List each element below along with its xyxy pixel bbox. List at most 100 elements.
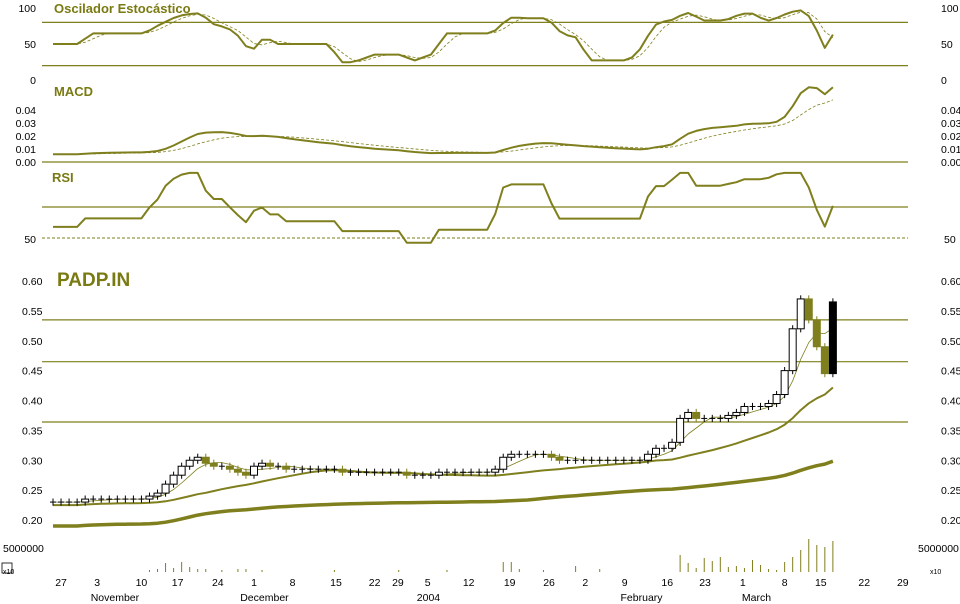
stochastic-tick-left: 100 [18,3,36,15]
stochastic-title: Oscilador Estocástico [54,1,191,16]
macd-tick-left: 0.04 [16,105,37,117]
candle-body [692,411,701,419]
date-tick-label: 23 [699,577,711,589]
rsi-panel: RSI 50 50 [24,170,956,246]
macd-tick-left: 0.02 [16,131,37,143]
macd-tick-right: 0.01 [941,144,960,156]
rsi-tick-right: 50 [944,234,956,246]
date-tick-label: 22 [369,577,381,589]
macd-tick-right: 0.03 [941,118,960,130]
date-tick-label: 16 [661,577,673,589]
candle-body [643,453,652,461]
price-tick-right: 0.35 [941,425,960,437]
macd-title: MACD [54,84,93,99]
candle-body [209,462,218,467]
candle-body [676,417,685,443]
price-tick-left: 0.25 [22,485,43,497]
price-tick-left: 0.20 [22,515,43,527]
month-label: March [742,592,771,604]
candle-body [241,471,250,476]
candle-body [684,411,693,419]
candle-body [258,462,267,467]
price-tick-left: 0.45 [22,366,43,378]
price-tick-left: 0.60 [22,276,43,288]
rsi-tick-left: 50 [24,234,36,246]
candle-body [169,474,178,485]
price-tick-left: 0.40 [22,396,43,408]
date-tick-label: 2 [582,577,588,589]
price-panel: PADP.IN 0.60 0.60 0.55 0.55 0.50 0.50 0.45 0.45… [22,270,960,528]
candle-body [185,459,194,467]
volume-axis-label-right: 5000000 [918,543,959,555]
date-tick-label: 9 [622,577,628,589]
symbol-title: PADP.IN [57,270,130,291]
date-tick-label: 10 [136,577,148,589]
candle-body [434,471,443,476]
candle-body [812,319,821,348]
candle-body [740,405,749,413]
candle-body [266,462,275,467]
price-tick-right: 0.40 [941,396,960,408]
price-tick-right: 0.25 [941,485,960,497]
moving-average-60 [53,459,834,528]
candle-body [828,301,837,375]
candle-body [153,492,162,497]
macd-tick-left: 0.03 [16,118,37,130]
candle-body [282,465,291,470]
date-tick-label: 24 [212,577,224,589]
price-tick-left: 0.50 [22,336,43,348]
candle-body [201,456,210,464]
rsi-title: RSI [52,170,74,185]
candle-body [788,328,797,372]
candle-body [402,471,411,476]
date-tick-label: 1 [740,577,746,589]
candle-body [499,456,508,470]
stochastic-tick-left: 50 [24,39,36,51]
multiplier-box [1,562,13,574]
volume-panel: 5000000 5000000 x10 x10 [1,539,959,576]
candle-body [507,453,516,458]
candle-body [724,414,733,419]
stochastic-panel: Oscilador Estocástico 100 100 50 50 0 0 [18,1,958,87]
price-tick-left: 0.30 [22,455,43,467]
date-tick-label: 1 [251,577,257,589]
month-label: November [91,592,140,604]
candle-body [796,298,805,330]
candle-body [652,447,660,455]
date-tick-label: 29 [897,577,909,589]
month-label: February [621,592,664,604]
date-tick-label: 12 [463,577,475,589]
date-tick-label: 22 [858,577,870,589]
candle-body [145,495,154,500]
candle-body [177,465,186,476]
date-tick-label: 8 [290,577,296,589]
candle-body [338,468,347,473]
date-tick-label: 27 [55,577,67,589]
macd-tick-right: 0.04 [941,105,960,117]
price-tick-right: 0.60 [941,276,960,288]
macd-line [53,86,834,156]
date-axis: 27 3 10 17 24 1 8 15 22 29 5 12 19 26 2 9 16 23 1 8 15 22 29No… [55,577,909,604]
candle-body [820,346,829,375]
date-tick-label: 17 [172,577,184,589]
rsi-line [53,171,834,244]
date-tick-label: 5 [425,577,431,589]
candle-body [491,468,500,473]
price-tick-left: 0.35 [22,425,43,437]
stochastic-tick-left: 0 [30,75,36,87]
volume-axis-label-left: 5000000 [3,543,44,555]
price-tick-right: 0.55 [941,306,960,318]
price-tick-right: 0.50 [941,336,960,348]
date-tick-label: 19 [504,577,516,589]
candle-body [780,370,789,396]
price-tick-right: 0.20 [941,515,960,527]
date-tick-label: 29 [392,577,404,589]
macd-signal-line [53,99,834,155]
candle-body [772,394,781,404]
candle-body [81,498,90,503]
price-tick-left: 0.55 [22,306,43,318]
macd-tick-left: 0.01 [16,144,37,156]
month-label: 2004 [417,592,441,604]
candle-body [732,411,741,416]
